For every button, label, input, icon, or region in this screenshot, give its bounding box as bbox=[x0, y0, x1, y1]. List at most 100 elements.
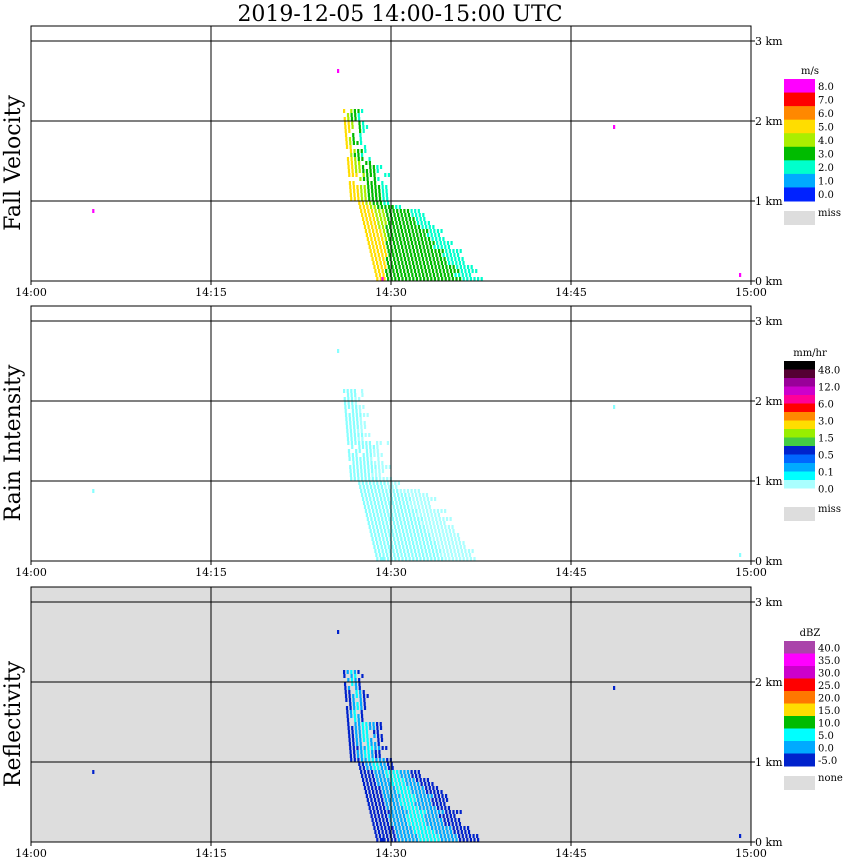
echo-cell bbox=[445, 517, 449, 521]
echo-cell bbox=[447, 834, 450, 838]
echo-cell bbox=[457, 830, 460, 834]
echo-cell bbox=[389, 521, 392, 525]
echo-cell bbox=[430, 541, 433, 545]
echo-cell bbox=[359, 129, 362, 133]
echo-cell bbox=[443, 537, 446, 541]
echo-cell bbox=[462, 557, 465, 561]
echo-cell bbox=[348, 694, 351, 698]
echo-field bbox=[92, 69, 742, 281]
echo-cell bbox=[436, 818, 439, 822]
echo-cell bbox=[417, 533, 420, 537]
echo-cell bbox=[397, 525, 400, 529]
echo-cell bbox=[420, 814, 424, 818]
echo-cell bbox=[399, 786, 403, 790]
echo-cell bbox=[440, 229, 443, 233]
echo-cell bbox=[436, 834, 439, 838]
echo-cell bbox=[440, 525, 443, 529]
echo-cell bbox=[377, 746, 381, 750]
echo-cell bbox=[392, 549, 395, 553]
echo-cell bbox=[437, 541, 440, 545]
echo-cell bbox=[361, 674, 364, 678]
echo-cell bbox=[362, 734, 365, 738]
echo-cell bbox=[380, 249, 383, 253]
echo-cell bbox=[420, 501, 423, 505]
echo-cell bbox=[450, 241, 453, 245]
echo-cell bbox=[427, 237, 431, 241]
echo-cell bbox=[379, 201, 383, 205]
echo-cell bbox=[361, 437, 364, 441]
echo-cell bbox=[423, 810, 426, 814]
echo-cell bbox=[436, 521, 439, 525]
echo-cell bbox=[397, 217, 401, 221]
echo-cell bbox=[371, 225, 374, 229]
echo-cell bbox=[396, 505, 399, 509]
echo-cell bbox=[432, 521, 435, 525]
echo-cell bbox=[377, 549, 381, 553]
echo-cell bbox=[366, 173, 369, 177]
echo-cell bbox=[412, 277, 415, 281]
echo-cell bbox=[415, 217, 419, 221]
echo-cell bbox=[395, 485, 398, 489]
echo-cell bbox=[414, 241, 417, 245]
echo-cell bbox=[350, 153, 353, 157]
echo-cell bbox=[419, 822, 422, 826]
echo-cell bbox=[377, 814, 380, 818]
echo-cell bbox=[398, 826, 401, 830]
echo-cell bbox=[387, 277, 390, 281]
echo-cell bbox=[359, 413, 362, 417]
echo-cell bbox=[424, 798, 427, 802]
echo-cell bbox=[413, 782, 416, 786]
echo-cell bbox=[426, 497, 429, 501]
echo-cell bbox=[739, 273, 742, 277]
echo-cell bbox=[411, 525, 415, 529]
echo-cell bbox=[383, 497, 386, 501]
echo-cell bbox=[367, 786, 370, 790]
echo-cell bbox=[380, 738, 384, 742]
echo-cell bbox=[384, 253, 388, 257]
echo-cell bbox=[408, 822, 411, 826]
echo-cell bbox=[360, 429, 363, 433]
echo-cell bbox=[386, 834, 389, 838]
echo-cell bbox=[411, 790, 414, 794]
echo-cell bbox=[361, 389, 364, 393]
echo-cell bbox=[349, 469, 352, 473]
echo-cell bbox=[420, 517, 423, 521]
echo-cell bbox=[408, 794, 412, 798]
echo-cell bbox=[351, 121, 354, 125]
echo-cell bbox=[373, 810, 376, 814]
echo-cell bbox=[431, 782, 434, 786]
echo-cell bbox=[437, 233, 440, 237]
echo-cell bbox=[447, 257, 450, 261]
echo-cell bbox=[366, 181, 370, 185]
echo-cell bbox=[355, 734, 358, 738]
echo-cell bbox=[375, 213, 378, 217]
echo-cell bbox=[458, 822, 462, 826]
echo-cell bbox=[431, 549, 435, 553]
echo-cell bbox=[429, 245, 433, 249]
echo-cell bbox=[406, 253, 409, 257]
echo-cell bbox=[361, 497, 365, 501]
echo-cell bbox=[374, 750, 377, 754]
echo-cell bbox=[394, 217, 397, 221]
echo-cell bbox=[400, 213, 403, 217]
echo-cell bbox=[346, 393, 350, 397]
echo-cell bbox=[444, 822, 447, 826]
echo-cell bbox=[379, 277, 383, 281]
echo-cell bbox=[412, 826, 416, 830]
echo-cell bbox=[366, 742, 370, 746]
echo-cell bbox=[358, 169, 361, 173]
echo-cell bbox=[371, 473, 374, 477]
echo-cell bbox=[414, 489, 417, 493]
echo-cell bbox=[381, 533, 384, 537]
echo-cell bbox=[375, 806, 379, 810]
echo-cell bbox=[367, 473, 371, 477]
colorbar-missing-swatch bbox=[784, 507, 815, 521]
echo-cell bbox=[376, 734, 380, 738]
echo-cell bbox=[377, 798, 380, 802]
echo-cell bbox=[350, 161, 354, 165]
panel-rain-intensity: Rain Intensity mm/hr 48.012.06.03.01.50.… bbox=[1, 305, 841, 579]
echo-cell bbox=[417, 798, 420, 802]
colorbar-swatch bbox=[784, 463, 815, 472]
echo-cell bbox=[404, 541, 408, 545]
